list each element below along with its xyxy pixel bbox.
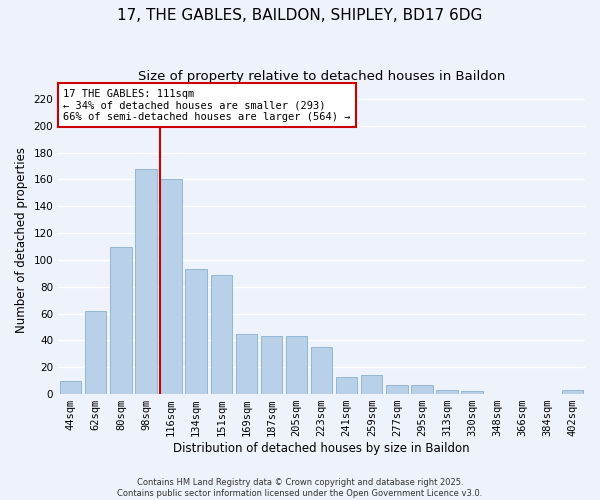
Text: Contains HM Land Registry data © Crown copyright and database right 2025.
Contai: Contains HM Land Registry data © Crown c… xyxy=(118,478,482,498)
Y-axis label: Number of detached properties: Number of detached properties xyxy=(15,147,28,333)
Bar xyxy=(110,246,131,394)
Bar xyxy=(562,390,583,394)
Bar xyxy=(286,336,307,394)
X-axis label: Distribution of detached houses by size in Baildon: Distribution of detached houses by size … xyxy=(173,442,470,455)
Text: 17, THE GABLES, BAILDON, SHIPLEY, BD17 6DG: 17, THE GABLES, BAILDON, SHIPLEY, BD17 6… xyxy=(118,8,482,22)
Bar xyxy=(60,380,82,394)
Bar xyxy=(386,384,407,394)
Bar xyxy=(361,376,382,394)
Bar xyxy=(336,376,358,394)
Title: Size of property relative to detached houses in Baildon: Size of property relative to detached ho… xyxy=(138,70,505,83)
Bar xyxy=(411,384,433,394)
Bar xyxy=(311,347,332,394)
Bar xyxy=(436,390,458,394)
Bar xyxy=(160,180,182,394)
Bar xyxy=(461,392,483,394)
Bar xyxy=(261,336,282,394)
Bar xyxy=(185,270,207,394)
Bar xyxy=(136,168,157,394)
Bar xyxy=(211,274,232,394)
Text: 17 THE GABLES: 111sqm
← 34% of detached houses are smaller (293)
66% of semi-det: 17 THE GABLES: 111sqm ← 34% of detached … xyxy=(64,88,351,122)
Bar xyxy=(236,334,257,394)
Bar xyxy=(85,311,106,394)
